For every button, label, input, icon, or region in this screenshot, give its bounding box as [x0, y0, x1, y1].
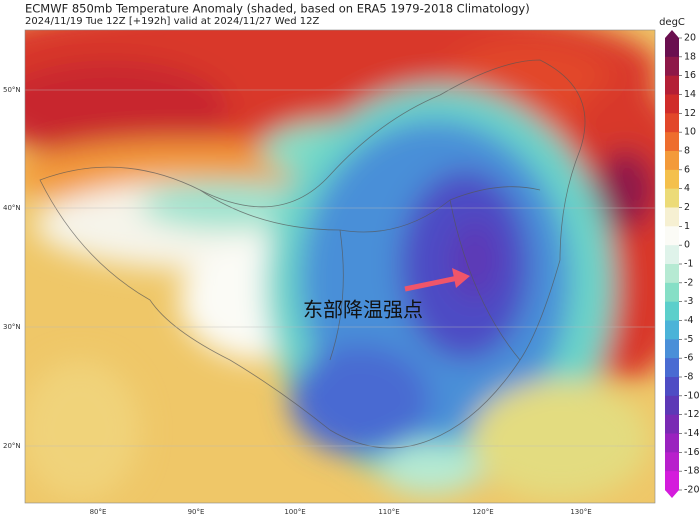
- colorbar-tick-label: -8: [684, 372, 693, 383]
- colorbar-segment: [665, 245, 679, 265]
- colorbar-tick-label: 10: [684, 127, 696, 138]
- colorbar-tick-label: 12: [684, 108, 696, 119]
- lon-label: 100°E: [284, 508, 305, 516]
- colorbar-segment: [665, 339, 679, 359]
- colorbar-segment: [665, 94, 679, 114]
- colorbar-tick-label: 4: [684, 183, 690, 194]
- colorbar-segment: [665, 452, 679, 472]
- colorbar-segment: [665, 169, 679, 190]
- geo-labels: 50°N 40°N 30°N 20°N 80°E 90°E 100°E 110°E 120°E 1…: [3, 86, 592, 516]
- title: ECMWF 850mb Temperature Anomaly (shaded,…: [25, 2, 530, 16]
- colorbar-segment: [665, 471, 679, 491]
- colorbar-tick-label: 6: [684, 164, 690, 175]
- colorbar-tick-label: -3: [684, 296, 693, 307]
- colorbar-tick-label: -12: [684, 409, 700, 420]
- lon-label: 90°E: [188, 508, 205, 516]
- colorbar-tick-label: -14: [684, 428, 700, 439]
- lon-label: 110°E: [378, 508, 399, 516]
- colorbar-tick-label: -5: [684, 334, 693, 345]
- colorbar-tick-label: -6: [684, 353, 693, 364]
- colorbar-segment: [665, 320, 679, 340]
- lon-label: 120°E: [472, 508, 493, 516]
- colorbar-segment: [665, 151, 679, 171]
- colorbar-tick-label: 2: [684, 202, 690, 213]
- colorbar-segment: [665, 75, 679, 95]
- colorbar-segment: [665, 132, 679, 152]
- colorbar-tick-label: 8: [684, 146, 690, 157]
- colorbar-segment: [665, 56, 679, 77]
- colorbar-segment: [665, 226, 679, 246]
- subtitle: 2024/11/19 Tue 12Z [+192h] valid at 2024…: [25, 16, 319, 27]
- colorbar-tick-label: 0: [684, 240, 690, 251]
- colorbar-segment: [665, 358, 679, 378]
- colorbar-segment: [665, 188, 679, 208]
- colorbar: degC201816141210864210-1-2-3-4-5-6-8-10-…: [659, 17, 700, 498]
- colorbar-tick-label: -18: [684, 466, 700, 477]
- colorbar-tick-label: -2: [684, 277, 693, 288]
- colorbar-tick-label: -20: [684, 485, 700, 496]
- colorbar-segment: [665, 38, 679, 58]
- colorbar-tick-label: -4: [684, 315, 693, 326]
- colorbar-tick-label: 18: [684, 51, 696, 62]
- colorbar-segment: [665, 113, 679, 133]
- lon-label: 130°E: [570, 508, 591, 516]
- colorbar-segment: [665, 264, 679, 284]
- lat-label: 40°N: [3, 204, 21, 212]
- colorbar-tick-label: -16: [684, 447, 700, 458]
- colorbar-segment: [665, 395, 679, 416]
- colorbar-tick-label: -1: [684, 259, 693, 270]
- colorbar-segment: [665, 207, 679, 227]
- colorbar-cap: [665, 30, 679, 38]
- colorbar-segment: [665, 282, 679, 303]
- colorbar-unit: degC: [659, 17, 685, 28]
- map: 东部降温强点: [25, 30, 655, 503]
- colorbar-segment: [665, 433, 679, 453]
- colorbar-tick-label: 14: [684, 89, 696, 100]
- colorbar-segment: [665, 301, 679, 321]
- annotation: 东部降温强点: [303, 298, 423, 322]
- colorbar-tick-label: 20: [684, 33, 696, 44]
- lat-label: 30°N: [3, 323, 21, 331]
- lat-label: 50°N: [3, 86, 21, 94]
- colorbar-cap: [665, 490, 679, 498]
- colorbar-tick-label: -10: [684, 390, 700, 401]
- lat-label: 20°N: [3, 442, 21, 450]
- colorbar-tick-label: 1: [684, 221, 690, 232]
- colorbar-segment: [665, 377, 679, 397]
- colorbar-segment: [665, 414, 679, 434]
- colorbar-tick-label: 16: [684, 70, 696, 81]
- lon-label: 80°E: [90, 508, 107, 516]
